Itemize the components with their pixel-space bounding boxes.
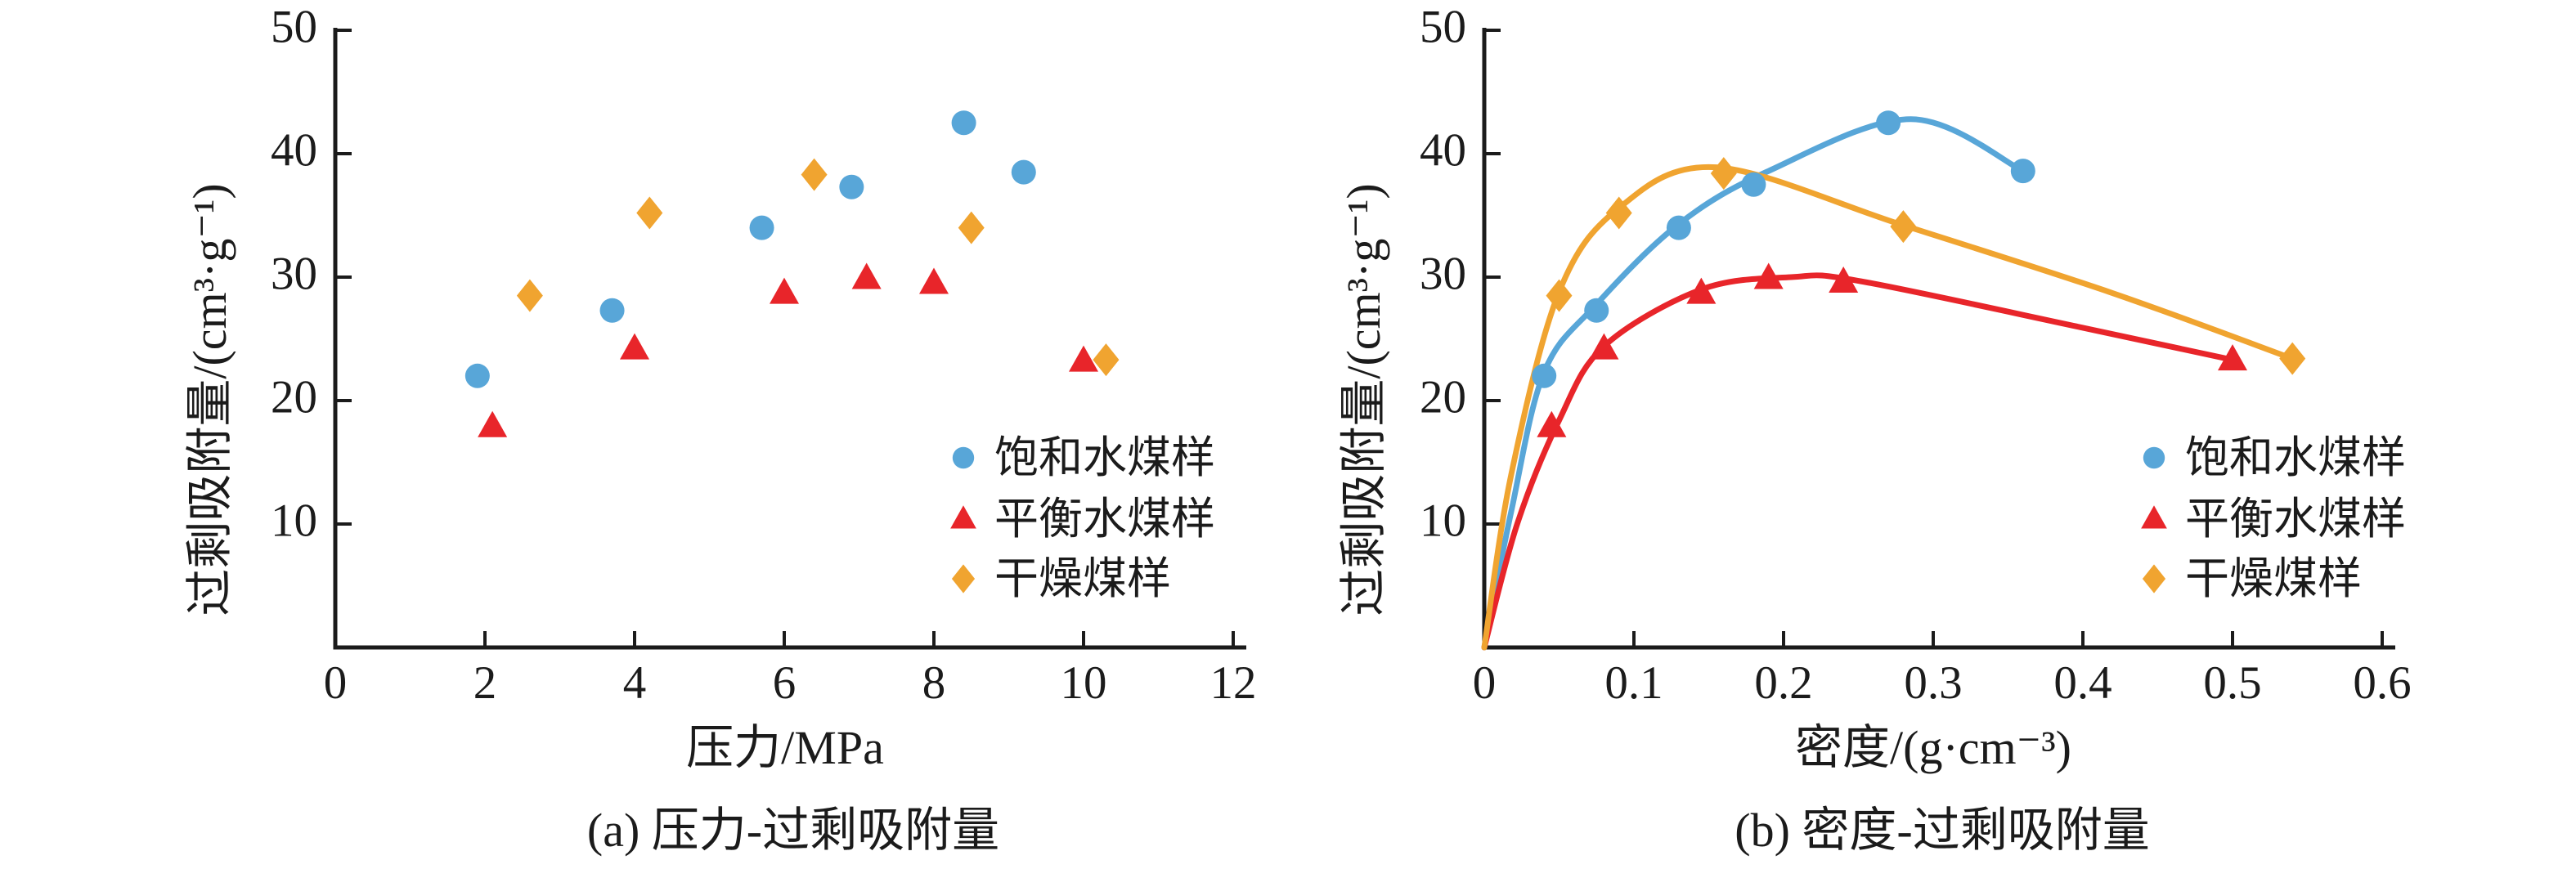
panel-b-fit-curve-circle xyxy=(1481,116,2026,651)
panel-a-point-diamond xyxy=(516,279,543,312)
panel-a-point-triangle xyxy=(770,277,799,304)
panel-b-x-tick-label: 0 xyxy=(1473,657,1497,709)
panel-a-legend-label: 干燥煤样 xyxy=(994,554,1171,603)
panel-a-point-circle xyxy=(749,215,774,240)
panel-b-y-tick-label: 40 xyxy=(1420,125,1466,177)
panel-b-point-circle xyxy=(1876,110,1901,136)
panel-a-y-tick-label: 40 xyxy=(271,125,317,177)
panel-b-x-tick-label: 0.3 xyxy=(1904,657,1962,709)
panel-b-legend-label: 平衡水煤样 xyxy=(2185,495,2406,544)
panel-a-caption: (a) 压力-过剩吸附量 xyxy=(586,804,1000,857)
panel-b-point-circle xyxy=(2010,159,2035,184)
panel-a-y-tick-label: 10 xyxy=(271,495,317,547)
panel-b-point-triangle xyxy=(1686,277,1717,304)
panel-a-point-triangle xyxy=(919,267,949,294)
panel-b-point-diamond xyxy=(1890,210,1917,244)
panel-a-x-tick-label: 8 xyxy=(922,657,946,709)
panel-a-x-tick-label: 2 xyxy=(473,657,497,709)
panel-b-point-circle xyxy=(1532,363,1557,388)
panel-b-x-tick-label: 0.4 xyxy=(2053,657,2112,709)
panel-a-point-diamond xyxy=(1093,343,1120,377)
panel-a-point-circle xyxy=(599,298,625,323)
panel-b-y-axis-label: 过剩吸附量/(cm³·g⁻¹) xyxy=(1337,183,1390,616)
panel-b-x-tick-label: 0.2 xyxy=(1754,657,1812,709)
panel-b-point-diamond xyxy=(1546,279,1573,312)
panel-b-y-tick-label: 30 xyxy=(1420,249,1466,300)
panel-a-legend-marker-circle xyxy=(952,446,975,469)
panel-a-point-circle xyxy=(839,174,864,199)
panel-a-y-tick-label: 20 xyxy=(271,372,317,423)
panel-b-point-circle xyxy=(1584,298,1609,323)
panel-b-point-circle xyxy=(1666,215,1691,240)
panel-b-fit-curve-triangle xyxy=(1481,272,2236,651)
panel-b-fit-curve-diamond xyxy=(1481,163,2296,651)
panel-b-y-tick-label: 50 xyxy=(1420,2,1466,53)
panel-a-x-tick-label: 12 xyxy=(1210,657,1257,709)
panel-b-x-axis-label: 密度/(g·cm⁻³) xyxy=(1795,721,2071,774)
panel-a-point-diamond xyxy=(958,211,985,244)
panel-b-point-triangle xyxy=(1589,333,1619,360)
panel-a-legend-marker-triangle xyxy=(950,505,976,529)
panel-a-legend-marker-diamond xyxy=(951,564,976,594)
panel-b-x-tick-label: 0.6 xyxy=(2353,657,2411,709)
panel-a-x-tick-label: 0 xyxy=(324,657,348,709)
panel-b-caption: (b) 密度-过剩吸附量 xyxy=(1735,804,2150,857)
panel-a-x-tick-label: 4 xyxy=(623,657,647,709)
panel-a-y-axis-label: 过剩吸附量/(cm³·g⁻¹) xyxy=(183,183,236,616)
panel-a-point-triangle xyxy=(851,262,882,289)
panel-a-x-tick-label: 6 xyxy=(773,657,797,709)
panel-a-point-circle xyxy=(464,363,490,388)
panel-b-point-triangle xyxy=(1537,410,1567,437)
panel-a-y-tick-label: 30 xyxy=(271,249,317,300)
panel-b-y-tick-label: 10 xyxy=(1420,495,1466,547)
panel-a-legend-label: 平衡水煤样 xyxy=(994,495,1215,544)
panel-a-point-circle xyxy=(1011,159,1036,185)
panel-b-y-tick-label: 20 xyxy=(1420,372,1466,423)
panel-b-legend-marker-circle xyxy=(2143,446,2165,469)
panel-a-x-axis-label: 压力/MPa xyxy=(686,721,884,774)
panel-b-x-tick-label: 0.5 xyxy=(2203,657,2261,709)
panel-a-point-triangle xyxy=(478,410,508,437)
panel-b-point-circle xyxy=(1741,172,1766,197)
panel-b-point-triangle xyxy=(2218,344,2247,371)
panel-a-point-diamond xyxy=(636,196,663,230)
panel-b-x-tick-label: 0.1 xyxy=(1604,657,1663,709)
panel-b-point-diamond xyxy=(1605,196,1632,230)
panel-a-point-triangle xyxy=(620,333,649,360)
panel-a-y-tick-label: 50 xyxy=(271,2,317,53)
panel-b-legend-marker-diamond xyxy=(2142,564,2166,594)
panel-b-point-triangle xyxy=(1829,267,1859,293)
panel-b-legend-label: 干燥煤样 xyxy=(2185,554,2362,603)
panel-b-legend-label: 饱和水煤样 xyxy=(2185,433,2406,482)
panel-b-point-diamond xyxy=(1710,157,1737,190)
panel-b-point-triangle xyxy=(1753,262,1784,289)
panel-a-point-triangle xyxy=(1069,345,1098,372)
panel-a-axes xyxy=(333,28,1246,650)
panel-b-legend-marker-triangle xyxy=(2141,505,2167,529)
panel-a-point-diamond xyxy=(801,158,828,191)
panel-a-x-tick-label: 10 xyxy=(1061,657,1107,709)
panel-b-point-diamond xyxy=(2279,342,2306,375)
panel-a-point-circle xyxy=(951,110,976,136)
panel-a-legend-label: 饱和水煤样 xyxy=(994,433,1215,482)
